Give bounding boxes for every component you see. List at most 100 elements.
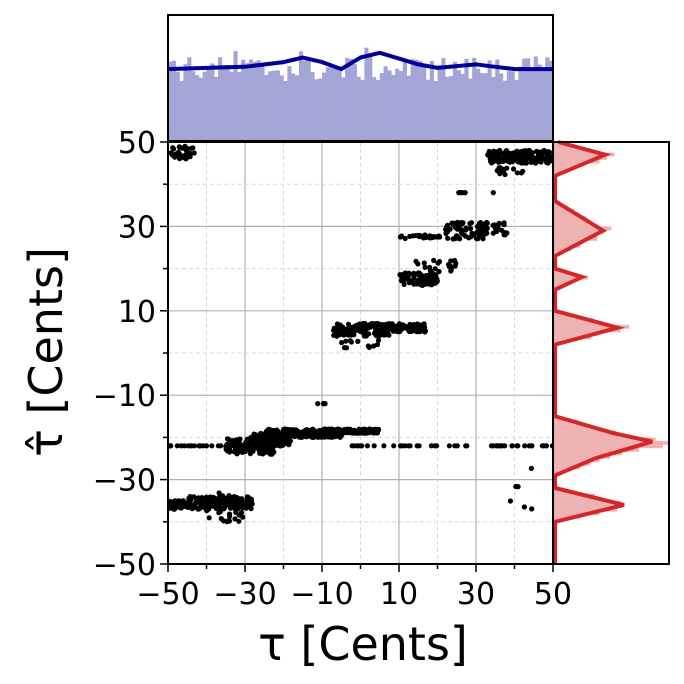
scatter-point — [396, 322, 402, 328]
scatter-point — [215, 495, 221, 501]
scatter-point — [443, 231, 449, 237]
grid — [168, 142, 553, 564]
y-hist-bar — [553, 243, 581, 248]
y-hist-bar — [553, 465, 580, 470]
scatter-point — [195, 506, 201, 512]
x-tick-label: −10 — [290, 577, 353, 612]
scatter-point — [486, 149, 492, 155]
scatter-point — [176, 144, 182, 150]
scatter-point — [216, 490, 222, 496]
scatter-point — [432, 266, 438, 272]
y-hist-bar — [553, 279, 575, 283]
x-hist-bar — [464, 58, 469, 141]
y-hist-bar — [553, 511, 600, 516]
scatter-point — [484, 220, 490, 226]
scatter-point — [434, 443, 440, 449]
y-hist-bar — [553, 451, 622, 456]
scatter-point — [259, 449, 265, 455]
scatter-point — [190, 145, 196, 151]
y-hist-bar — [553, 275, 589, 280]
x-hist-bar — [479, 73, 484, 141]
scatter-point — [477, 220, 484, 226]
scatter-point — [543, 443, 549, 449]
scatter-point — [183, 156, 189, 162]
scatter-point — [469, 230, 475, 236]
scatter-point — [343, 338, 349, 344]
y-hist-bar — [553, 282, 567, 287]
scatter-point — [238, 443, 245, 449]
x-hist-bar — [549, 60, 553, 141]
x-hist-bar — [387, 70, 392, 141]
x-hist-bar — [522, 58, 527, 141]
scatter-point — [373, 426, 379, 432]
scatter-point — [262, 434, 268, 440]
scatter-point — [345, 332, 351, 338]
scatter-point — [191, 443, 198, 449]
x-hist-bar — [529, 68, 535, 141]
scatter-point — [479, 224, 485, 230]
x-hist-bar — [399, 71, 404, 141]
scatter-point — [427, 267, 433, 273]
y-hist-bar — [553, 507, 617, 512]
scatter-point — [270, 430, 276, 436]
scatter-point — [226, 436, 232, 442]
x-hist-bar — [379, 73, 384, 141]
y-marginal-kde-curve — [553, 140, 653, 564]
scatter-point — [456, 190, 462, 196]
y-hist-bar — [553, 149, 589, 153]
scatter-point — [463, 225, 469, 231]
x-hist-bar — [437, 65, 442, 141]
x-hist-bar — [194, 75, 200, 141]
x-hist-bar — [368, 56, 373, 141]
scatter-point — [206, 515, 212, 521]
scatter-point — [432, 280, 438, 286]
x-tick-label: −50 — [136, 577, 199, 612]
x-hist-bar — [460, 73, 465, 141]
x-hist-bar — [518, 66, 523, 141]
scatter-point — [501, 220, 507, 226]
scatter-point — [178, 500, 184, 506]
x-hist-bar — [533, 56, 538, 141]
x-hist-bar — [472, 57, 477, 141]
x-hist-bar — [187, 57, 192, 141]
scatter-point — [348, 325, 354, 331]
scatter-point — [298, 432, 304, 438]
x-hist-bar — [206, 68, 211, 141]
y-hist-bar — [553, 423, 587, 428]
scatter-point — [520, 160, 526, 166]
x-hist-bar — [526, 58, 531, 141]
scatter-point — [277, 443, 284, 449]
scatter-point — [302, 432, 309, 438]
x-hist-bar — [375, 80, 381, 141]
scatter-point — [413, 328, 419, 334]
x-hist-bar — [210, 63, 215, 141]
scatter-point — [209, 443, 215, 449]
scatter-point — [446, 443, 452, 449]
x-hist-bar — [256, 60, 261, 141]
scatter-point — [415, 261, 421, 267]
scatter-point — [504, 156, 510, 162]
x-hist-bar — [248, 59, 253, 141]
scatter-point — [336, 427, 343, 433]
scatter-point — [174, 443, 180, 449]
y-hist-bar — [553, 247, 572, 252]
scatter-point — [357, 321, 363, 327]
scatter-point — [221, 506, 227, 512]
scatter-point — [514, 443, 520, 449]
scatter-point — [204, 443, 210, 449]
scatter-point — [448, 263, 454, 270]
y-hist-bar — [553, 219, 591, 224]
x-hist-bar — [499, 73, 504, 141]
scatter-point — [534, 148, 540, 154]
y-hist-bar — [553, 236, 598, 241]
x-hist-bar — [337, 66, 342, 141]
x-hist-bar — [356, 76, 361, 141]
x-hist-bar — [364, 47, 369, 141]
scatter-point — [453, 235, 459, 241]
scatter-point — [414, 443, 420, 449]
scatter-point — [421, 275, 427, 281]
scatter-point — [381, 443, 387, 449]
y-hist-bar — [553, 166, 575, 171]
scatter-point — [216, 509, 222, 516]
scatter-point — [206, 496, 212, 502]
